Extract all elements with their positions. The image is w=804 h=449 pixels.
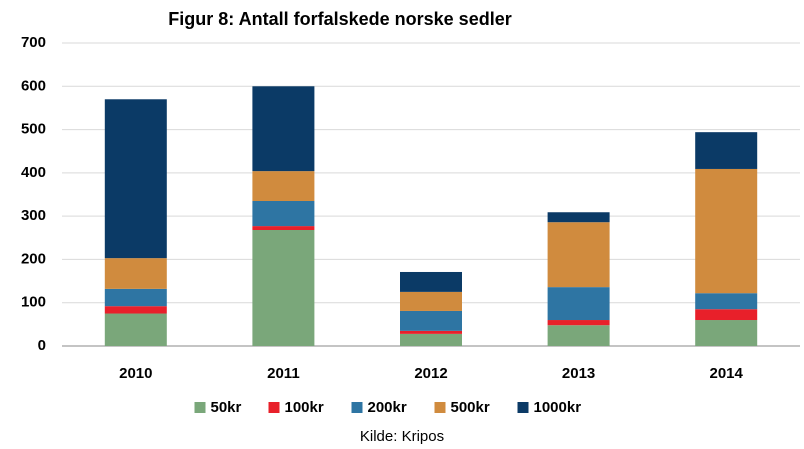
x-tick-label: 2014: [710, 365, 744, 382]
bar-segment: [400, 333, 462, 346]
x-tick-label: 2011: [267, 365, 300, 382]
y-tick-label: 600: [21, 77, 46, 94]
bar-segment: [104, 288, 167, 307]
bar-segment: [104, 306, 167, 314]
y-tick-label: 0: [38, 337, 46, 354]
bar-segment: [547, 212, 610, 223]
bar-segment: [252, 200, 315, 227]
bar-segment: [547, 320, 610, 326]
bar-segment: [104, 99, 167, 259]
y-tick-label: 100: [21, 294, 46, 311]
legend-swatch: [517, 402, 529, 413]
y-tick-label: 300: [21, 207, 46, 224]
bar-segment: [695, 132, 758, 169]
bar-segment: [400, 291, 462, 311]
y-tick-label: 700: [21, 34, 46, 51]
x-tick-label: 2012: [414, 365, 447, 382]
bar-segment: [400, 310, 462, 331]
bar-segment: [695, 309, 758, 321]
legend-swatch: [268, 402, 280, 413]
bar-segment: [252, 171, 315, 201]
legend-swatch: [194, 402, 206, 413]
bar-segment: [252, 86, 315, 172]
bar-segment: [400, 330, 462, 334]
legend-label: 50kr: [211, 399, 242, 416]
bar-segment: [104, 258, 167, 289]
bar-segment: [252, 226, 315, 230]
chart-title: Figur 8: Antall forfalskede norske sedle…: [168, 9, 511, 29]
bar-segment: [252, 229, 315, 346]
legend-swatch: [434, 402, 446, 413]
bar-segment: [400, 271, 462, 292]
y-tick-label: 200: [21, 250, 46, 267]
bar-segment: [547, 287, 610, 321]
y-tick-label: 400: [21, 164, 46, 181]
legend-label: 500kr: [451, 399, 490, 416]
x-tick-label: 2010: [119, 365, 152, 382]
y-tick-label: 500: [21, 121, 46, 138]
x-tick-label: 2013: [562, 365, 595, 382]
bar-segment: [104, 313, 167, 346]
bar-segment: [695, 320, 758, 346]
bar-segment: [547, 325, 610, 346]
source: Kilde: Kripos: [360, 428, 444, 445]
legend-label: 200kr: [368, 399, 407, 416]
legend-label: 100kr: [285, 399, 324, 416]
bar-segment: [695, 168, 758, 294]
legend-label: 1000kr: [534, 399, 582, 416]
legend-swatch: [351, 402, 363, 413]
bar-segment: [547, 222, 610, 288]
bar-segment: [695, 293, 758, 310]
